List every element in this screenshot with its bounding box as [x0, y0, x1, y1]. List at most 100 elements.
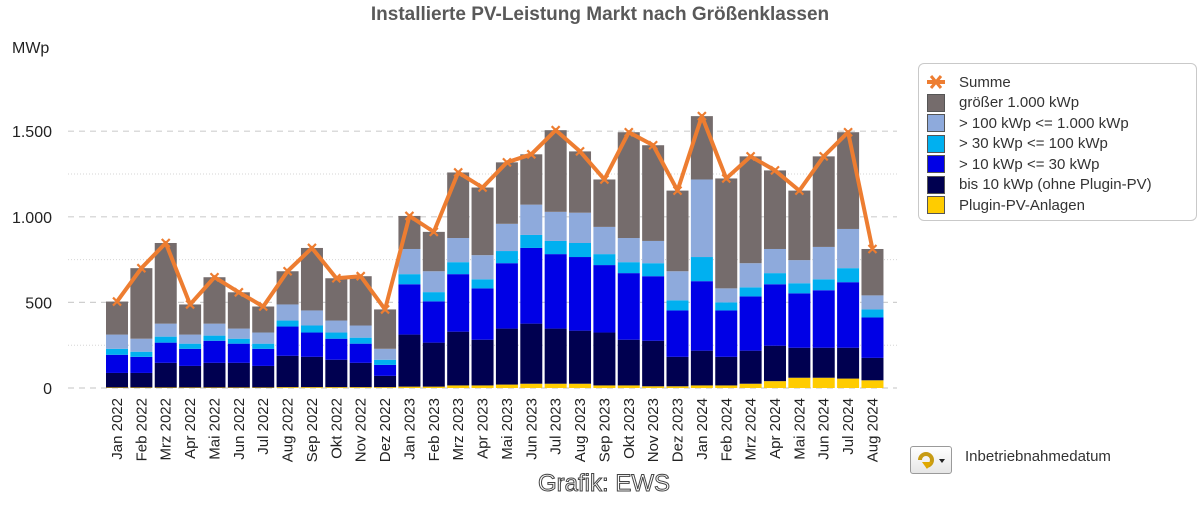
- bar-segment: [788, 190, 811, 261]
- bar-segment: [447, 331, 470, 386]
- bar-stack: [495, 162, 518, 388]
- bar-segment: [398, 284, 421, 335]
- bar-stack: [252, 306, 275, 388]
- bar-stack: [276, 271, 299, 388]
- bar-segment: [471, 288, 494, 340]
- bar-segment: [276, 271, 299, 305]
- legend-item[interactable]: > 10 kWp <= 30 kWp: [927, 154, 1100, 174]
- bar-segment: [471, 385, 494, 388]
- bar-segment: [812, 279, 835, 291]
- x-tick-label: Jul 2023: [548, 398, 565, 455]
- bar-segment: [325, 278, 348, 321]
- bar-stack: [617, 132, 640, 388]
- bar-segment: [544, 240, 567, 255]
- bar-stack: [203, 277, 226, 388]
- bar-segment: [690, 385, 713, 388]
- bar-segment: [130, 338, 153, 352]
- x-tick-label: Jan 2023: [401, 398, 418, 460]
- bar-segment: [520, 234, 543, 248]
- legend-item[interactable]: > 100 kWp <= 1.000 kWp: [927, 113, 1129, 133]
- bar-segment: [106, 348, 128, 355]
- bar-segment: [593, 332, 616, 386]
- bar-segment: [861, 317, 884, 358]
- legend-item[interactable]: größer 1.000 kWp: [927, 93, 1079, 113]
- bar-segment: [130, 356, 153, 373]
- bar-segment: [349, 325, 372, 338]
- bar-segment: [837, 268, 860, 283]
- summe-marker: [843, 127, 853, 138]
- summe-marker: [307, 243, 317, 253]
- bar-segment: [447, 172, 470, 239]
- summe-marker: [355, 271, 366, 281]
- bar-segment: [715, 288, 738, 303]
- bar-segment: [252, 343, 275, 349]
- summe-marker: [794, 185, 805, 196]
- bar-segment: [106, 372, 128, 388]
- bar-segment: [300, 310, 323, 326]
- bar-segment: [593, 179, 616, 227]
- bar-segment: [495, 251, 518, 264]
- bar-segment: [666, 271, 689, 301]
- bar-segment: [374, 387, 397, 388]
- bar-segment: [422, 271, 445, 293]
- legend-label: > 10 kWp <= 30 kWp: [959, 155, 1100, 173]
- bar-segment: [861, 357, 884, 381]
- bar-segment: [203, 387, 226, 388]
- bar-segment: [617, 273, 640, 340]
- bar-segment: [544, 383, 567, 388]
- bar-segment: [106, 354, 128, 373]
- legend-label: Plugin-PV-Anlagen: [959, 196, 1085, 214]
- legend-item[interactable]: Plugin-PV-Anlagen: [927, 195, 1085, 215]
- bar-segment: [276, 355, 299, 388]
- bar-segment: [374, 359, 397, 365]
- summe-marker: [770, 165, 780, 176]
- bar-segment: [642, 340, 665, 387]
- bar-segment: [325, 320, 348, 333]
- bar-segment: [544, 254, 567, 329]
- bar-segment: [763, 345, 786, 382]
- chart-credit: Grafik: EWS: [537, 470, 671, 498]
- bar-segment: [447, 385, 470, 388]
- bar-segment: [422, 386, 445, 388]
- bar-segment: [422, 292, 445, 302]
- date-selector-button[interactable]: [910, 446, 952, 474]
- x-tick-label: Mai 2022: [206, 398, 223, 460]
- bar-segment: [447, 262, 470, 275]
- bar-segment: [227, 387, 250, 388]
- bar-segment: [739, 287, 762, 297]
- bar-segment: [106, 301, 128, 335]
- legend-item[interactable]: bis 10 kWp (ohne Plugin-PV): [927, 175, 1152, 195]
- legend-swatch-icon: [927, 134, 945, 153]
- bar-segment: [374, 375, 397, 388]
- legend-item[interactable]: Summe: [927, 72, 1011, 92]
- x-tick-label: Aug 2022: [280, 398, 297, 462]
- bar-stack: [666, 190, 689, 388]
- legend-swatch-icon: [927, 93, 945, 112]
- bar-segment: [179, 365, 202, 388]
- bar-stack: [130, 268, 153, 388]
- bar-segment: [715, 385, 738, 388]
- bar-segment: [593, 385, 616, 388]
- bar-segment: [495, 263, 518, 329]
- x-tick-label: Nov 2023: [645, 398, 662, 462]
- bar-segment: [325, 387, 348, 388]
- bar-segment: [763, 284, 786, 346]
- x-tick-label: Sep 2022: [304, 398, 321, 462]
- bar-segment: [666, 190, 689, 272]
- x-tick-label: Apr 2022: [182, 398, 199, 459]
- bar-segment: [642, 276, 665, 341]
- bar-segment: [569, 212, 592, 243]
- legend-item[interactable]: > 30 kWp <= 100 kWp: [927, 134, 1108, 154]
- x-tick-label: Mai 2023: [499, 398, 516, 460]
- bar-segment: [203, 362, 226, 388]
- bar-stack: [154, 242, 177, 388]
- legend: Summe größer 1.000 kWp > 100 kWp <= 1.000 …: [918, 63, 1197, 221]
- bar-segment: [617, 238, 640, 263]
- bar-segment: [666, 386, 689, 388]
- x-tick-label: Jul 2024: [840, 398, 857, 455]
- x-tick-label: Okt 2023: [621, 398, 638, 459]
- y-tick-label: 1.000: [12, 210, 52, 227]
- bar-segment: [861, 380, 884, 388]
- bar-segment: [154, 342, 177, 363]
- legend-label: Summe: [959, 73, 1011, 91]
